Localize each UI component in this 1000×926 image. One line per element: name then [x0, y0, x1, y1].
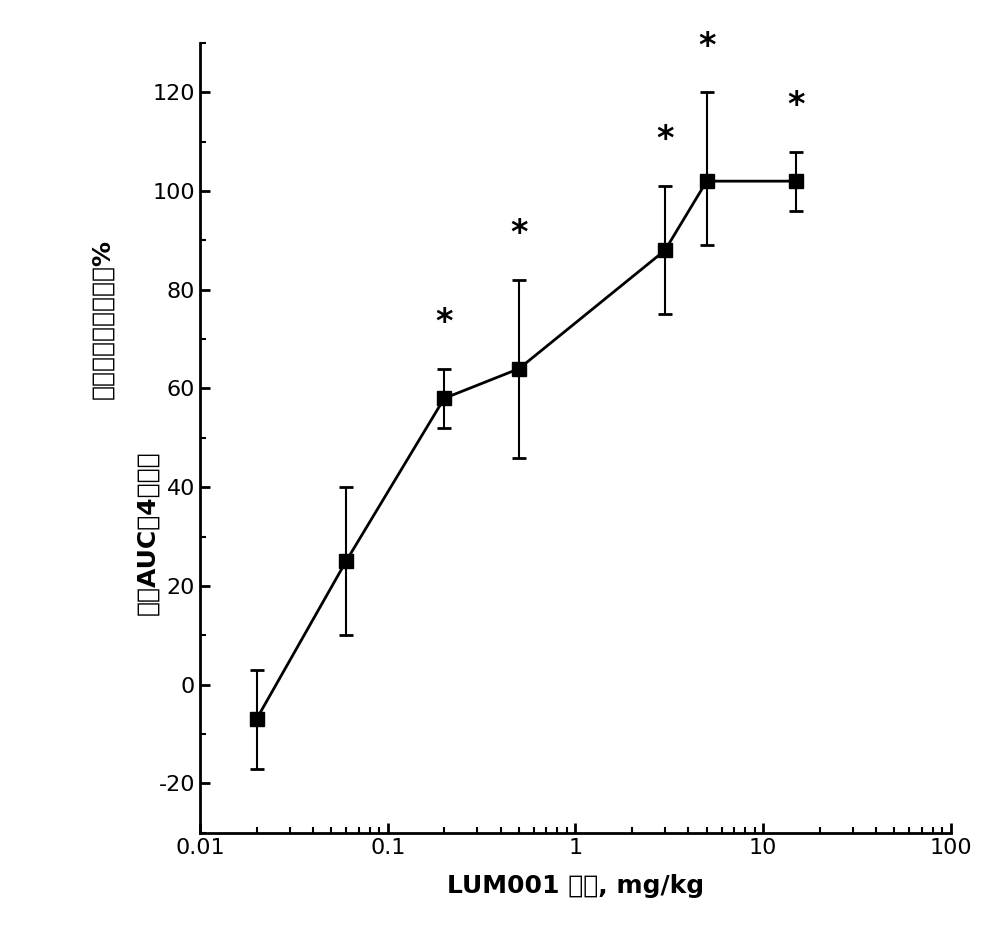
Text: *: * — [698, 30, 715, 63]
Text: 餐后血清总胆汁酸的%: 餐后血清总胆汁酸的% — [90, 239, 114, 399]
X-axis label: LUM001 剂量, mg/kg: LUM001 剂量, mg/kg — [447, 874, 704, 898]
Text: *: * — [510, 218, 528, 250]
Text: 抑制AUC（4小时）: 抑制AUC（4小时） — [135, 450, 159, 615]
Text: *: * — [435, 307, 453, 339]
Text: *: * — [656, 123, 674, 156]
Text: *: * — [787, 89, 805, 122]
